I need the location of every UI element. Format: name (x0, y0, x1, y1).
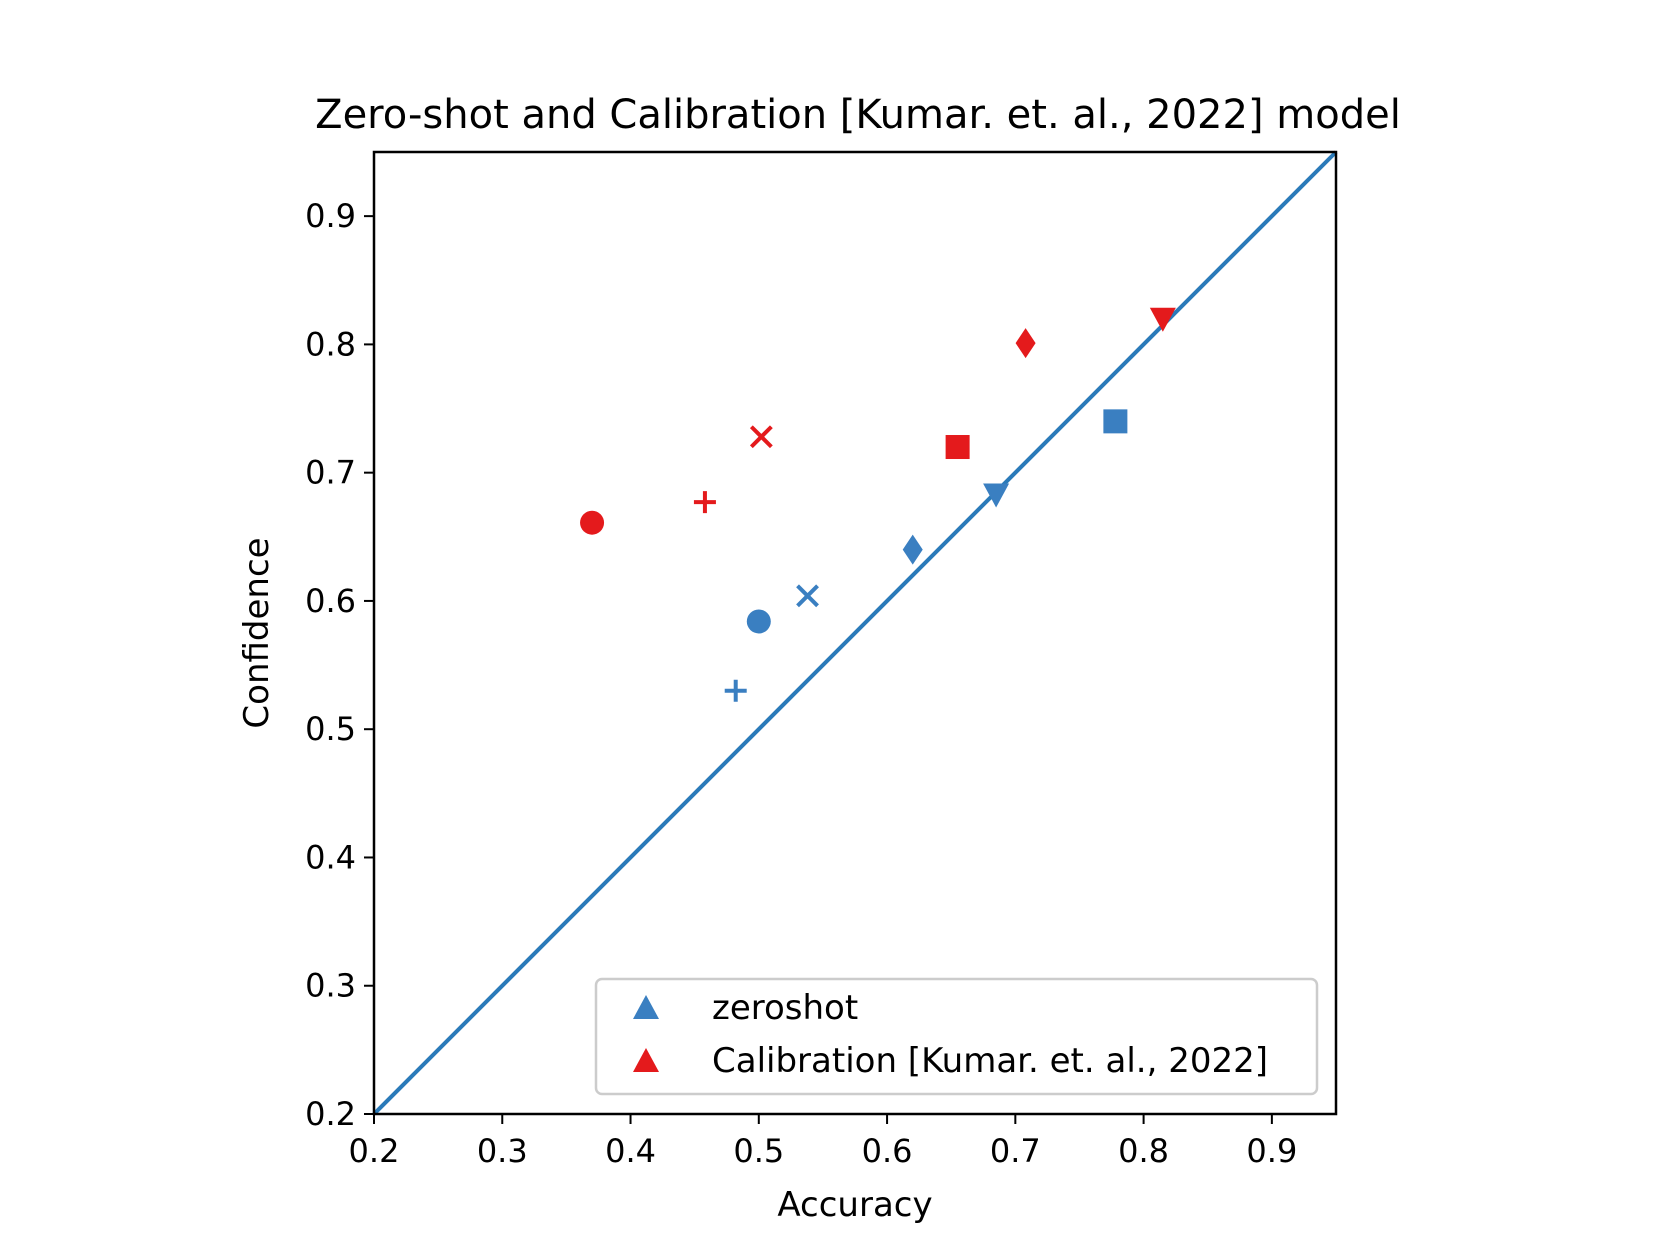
x-tick-label: 0.8 (1118, 1132, 1169, 1170)
data-point-zeroshot-circle (746, 609, 771, 634)
legend-marker-calibration (633, 1048, 659, 1072)
x-tick-label: 0.6 (862, 1132, 913, 1170)
data-point-calibration-square (945, 435, 970, 460)
legend-label-calibration: Calibration [Kumar. et. al., 2022] (712, 1041, 1268, 1081)
x-tick-label: 0.3 (477, 1132, 528, 1170)
y-tick-label: 0.4 (305, 838, 356, 876)
y-tick-label: 0.3 (305, 967, 356, 1005)
y-tick-label: 0.6 (305, 582, 356, 620)
x-tick-label: 0.5 (733, 1132, 784, 1170)
data-point-zeroshot-triangle-down (983, 483, 1010, 508)
y-tick-label: 0.9 (305, 197, 356, 235)
data-point-zeroshot-square (1103, 409, 1128, 434)
axes-frame (372, 150, 1338, 1116)
reference-line (372, 150, 1338, 1116)
plot-area (372, 150, 1338, 1116)
y-tick-label: 0.2 (305, 1095, 356, 1133)
data-point-calibration-plus (693, 491, 716, 514)
x-tick-label: 0.2 (349, 1132, 400, 1170)
legend-marker-zeroshot (633, 995, 659, 1019)
data-point-calibration-diamond (1015, 328, 1036, 359)
x-tick-label: 0.9 (1246, 1132, 1297, 1170)
x-axis: 0.2 0.3 0.4 0.5 0.6 0.7 0.8 0.9 (349, 1114, 1297, 1170)
data-point-zeroshot-x (796, 584, 819, 608)
legend-label-zeroshot: zeroshot (712, 988, 858, 1028)
data-point-zeroshot-diamond (902, 534, 923, 565)
legend: zeroshot Calibration [Kumar. et. al., 20… (594, 977, 1319, 1096)
y-axis: 0.2 0.3 0.4 0.5 0.6 0.7 0.8 0.9 (305, 197, 374, 1133)
x-tick-label: 0.4 (605, 1132, 656, 1170)
y-tick-label: 0.5 (305, 710, 356, 748)
legend-box (594, 977, 1319, 1096)
data-point-zeroshot-plus (724, 679, 747, 702)
x-tick-label: 0.7 (990, 1132, 1041, 1170)
chart-title: Zero-shot and Calibration [Kumar. et. al… (315, 92, 1401, 138)
data-point-calibration-circle (580, 510, 605, 535)
y-axis-label: Confidence (237, 537, 277, 728)
y-tick-label: 0.7 (305, 454, 356, 492)
data-point-calibration-x (749, 425, 773, 449)
data-point-calibration-triangle-down (1149, 307, 1176, 332)
y-tick-label: 0.8 (305, 325, 356, 363)
x-axis-label: Accuracy (777, 1185, 932, 1225)
